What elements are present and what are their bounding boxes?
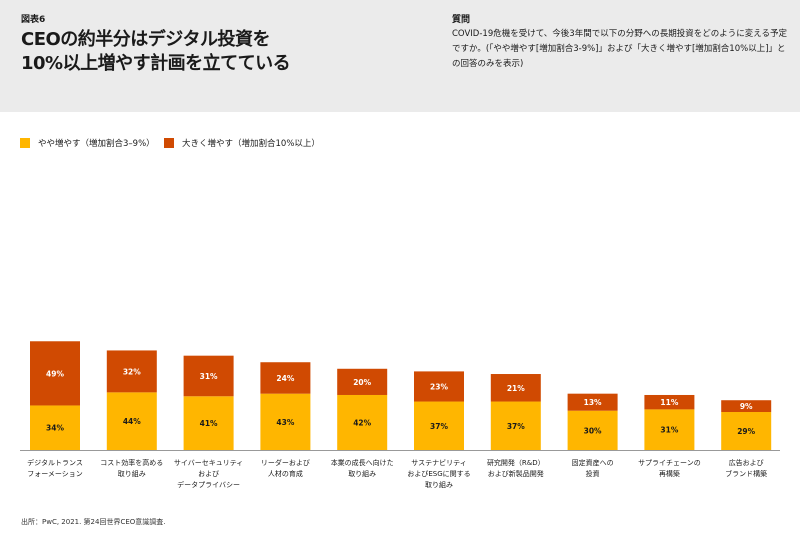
- bar-moderate-9: [721, 412, 772, 450]
- category-label-5-line-0: サステナビリティ: [411, 458, 466, 467]
- category-label-8-line-0: サプライチェーンの: [638, 459, 701, 467]
- legend-swatch-moderate: [20, 138, 30, 148]
- category-label-1-line-1: 取り組み: [118, 469, 146, 478]
- category-label-0-line-1: フォーメーション: [27, 470, 83, 478]
- value-label-moderate-2: 41%: [200, 419, 218, 428]
- category-label-2-line-2: データプライバシー: [177, 480, 240, 489]
- category-label-7-line-0: 固定資産への: [572, 458, 614, 467]
- category-label-9-line-1: ブランド構築: [725, 469, 767, 478]
- bar-large-6: [490, 374, 541, 402]
- category-label-7-line-1: 投資: [586, 469, 600, 478]
- value-label-moderate-1: 44%: [123, 417, 141, 426]
- value-label-moderate-8: 31%: [660, 426, 678, 435]
- bar-large-8: [644, 394, 695, 410]
- value-label-moderate-6: 37%: [507, 422, 525, 431]
- stacked-bar-chart: 34%49%デジタルトランスフォーメーション44%32%コスト効率を高める取り組…: [20, 341, 780, 489]
- category-label-3-line-0: リーダーおよび: [261, 458, 310, 467]
- value-label-large-3: 24%: [276, 374, 294, 383]
- category-label-5-line-1: およびESGに関する: [407, 470, 470, 478]
- category-label-3-line-1: 人材の育成: [268, 469, 303, 478]
- category-label-4-line-1: 取り組み: [348, 469, 376, 478]
- value-label-large-2: 31%: [200, 372, 218, 381]
- bar-moderate-4: [337, 394, 388, 450]
- header-panel: 図表6 CEOの約半分はデジタル投資を 10%以上増やす計画を立てている 質問 …: [0, 0, 800, 112]
- bar-large-4: [337, 368, 388, 395]
- source-note: 出所：PwC, 2021. 第24回世界CEO意識調査.: [21, 518, 166, 526]
- bar-large-2: [183, 355, 234, 397]
- value-label-moderate-3: 43%: [276, 418, 294, 427]
- question-text: COVID-19危機を受けて、今後3年間で以下の分野への長期投資をどのように変え…: [452, 29, 787, 69]
- bar-large-9: [721, 400, 772, 413]
- value-label-moderate-4: 42%: [353, 418, 371, 427]
- figure-label: 図表6: [21, 15, 46, 25]
- bar-moderate-2: [183, 396, 234, 450]
- bar-large-3: [260, 362, 311, 394]
- legend-label-moderate: やや増やす（増加割合3–9%）: [38, 139, 155, 149]
- category-label-0-line-0: デジタルトランス: [27, 458, 83, 467]
- category-label-8-line-1: 再構築: [659, 469, 680, 478]
- category-label-2-line-1: および: [198, 470, 219, 478]
- value-label-large-0: 49%: [46, 369, 64, 378]
- bar-moderate-6: [490, 401, 541, 450]
- value-label-large-5: 23%: [430, 382, 448, 391]
- category-label-6-line-1: および新製品開発: [488, 469, 544, 478]
- value-label-large-1: 32%: [123, 367, 141, 376]
- value-label-large-8: 11%: [660, 398, 678, 407]
- bar-moderate-8: [644, 409, 695, 450]
- chart-title-line-2: 10%以上増やす計画を立てている: [21, 53, 291, 74]
- value-label-moderate-7: 30%: [584, 426, 602, 435]
- bar-moderate-5: [414, 401, 464, 450]
- bar-large-5: [414, 371, 464, 402]
- category-label-5-line-2: 取り組み: [425, 480, 453, 489]
- legend-item-large: 大きく増やす（増加割合10%以上）: [164, 137, 320, 149]
- value-label-moderate-9: 29%: [737, 427, 755, 436]
- value-label-large-4: 20%: [353, 378, 371, 387]
- bar-moderate-7: [567, 410, 618, 450]
- chart-title: CEOの約半分はデジタル投資を 10%以上増やす計画を立てている: [21, 28, 401, 76]
- bar-moderate-3: [260, 393, 311, 450]
- value-label-moderate-0: 34%: [46, 424, 64, 433]
- chart-title-line-1: CEOの約半分はデジタル投資を: [21, 29, 270, 50]
- value-label-moderate-5: 37%: [430, 422, 448, 431]
- value-label-large-9: 9%: [740, 402, 753, 411]
- category-label-6-line-0: 研究開発（R&D）: [487, 458, 545, 467]
- bar-large-7: [567, 393, 618, 411]
- legend-swatch-large: [164, 138, 174, 148]
- question-label: 質問: [452, 15, 471, 25]
- bar-large-1: [106, 350, 157, 393]
- bar-moderate-1: [106, 392, 157, 450]
- legend-item-moderate: やや増やす（増加割合3–9%）: [20, 137, 155, 149]
- bar-moderate-0: [30, 405, 80, 450]
- category-label-4-line-0: 本業の成長へ向けた: [331, 458, 394, 467]
- category-label-2-line-0: サイバーセキュリティ: [174, 459, 243, 467]
- bar-large-0: [30, 341, 80, 406]
- value-label-large-7: 13%: [584, 398, 602, 407]
- category-label-1-line-0: コスト効率を高める: [100, 458, 163, 467]
- value-label-large-6: 21%: [507, 384, 525, 393]
- legend-label-large: 大きく増やす（増加割合10%以上）: [182, 139, 320, 149]
- category-label-9-line-0: 広告および: [729, 458, 764, 467]
